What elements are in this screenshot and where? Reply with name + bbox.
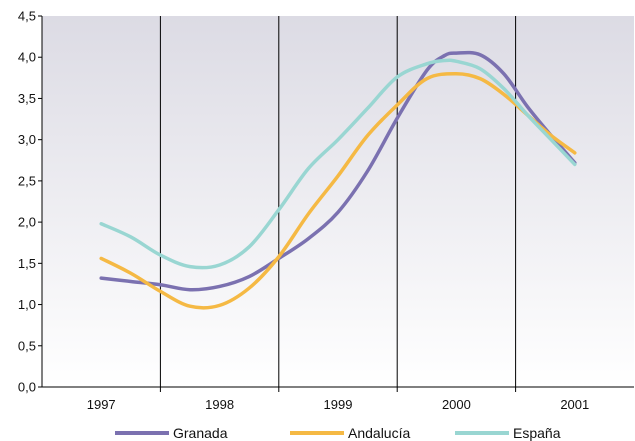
y-tick-label: 2,0 (18, 215, 36, 230)
y-tick-label: 1,5 (18, 256, 36, 271)
x-tick-label: 2000 (442, 397, 471, 412)
series-line (99, 71, 577, 310)
x-tick-label: 1997 (87, 397, 116, 412)
x-tick-label: 1998 (205, 397, 234, 412)
x-tick-label: 2001 (560, 397, 589, 412)
series-lines (99, 50, 577, 310)
plot-area (42, 16, 634, 387)
y-tick-label: 3,5 (18, 91, 36, 106)
legend-label: Granada (173, 425, 228, 441)
series-line (99, 50, 577, 292)
y-tick-label: 0,5 (18, 338, 36, 353)
series-line (99, 58, 577, 270)
legend-label: Andalucía (348, 425, 410, 441)
y-axis-tick-labels: 0,0 0,5 1,0 1,5 2,0 2,5 3,0 3,5 4,0 4,5 (18, 9, 36, 395)
legend-label: España (513, 425, 561, 441)
x-tick-label: 1999 (324, 397, 353, 412)
y-tick-label: 4,5 (18, 9, 36, 24)
y-tick-label: 2,5 (18, 173, 36, 188)
legend: Granada Andalucía España (115, 425, 561, 441)
y-tick-label: 1,0 (18, 297, 36, 312)
axes (38, 15, 634, 392)
y-tick-label: 4,0 (18, 50, 36, 65)
x-axis-tick-labels: 1997 1998 1999 2000 2001 (87, 397, 590, 412)
y-tick-label: 0,0 (18, 380, 36, 395)
y-tick-label: 3,0 (18, 132, 36, 147)
